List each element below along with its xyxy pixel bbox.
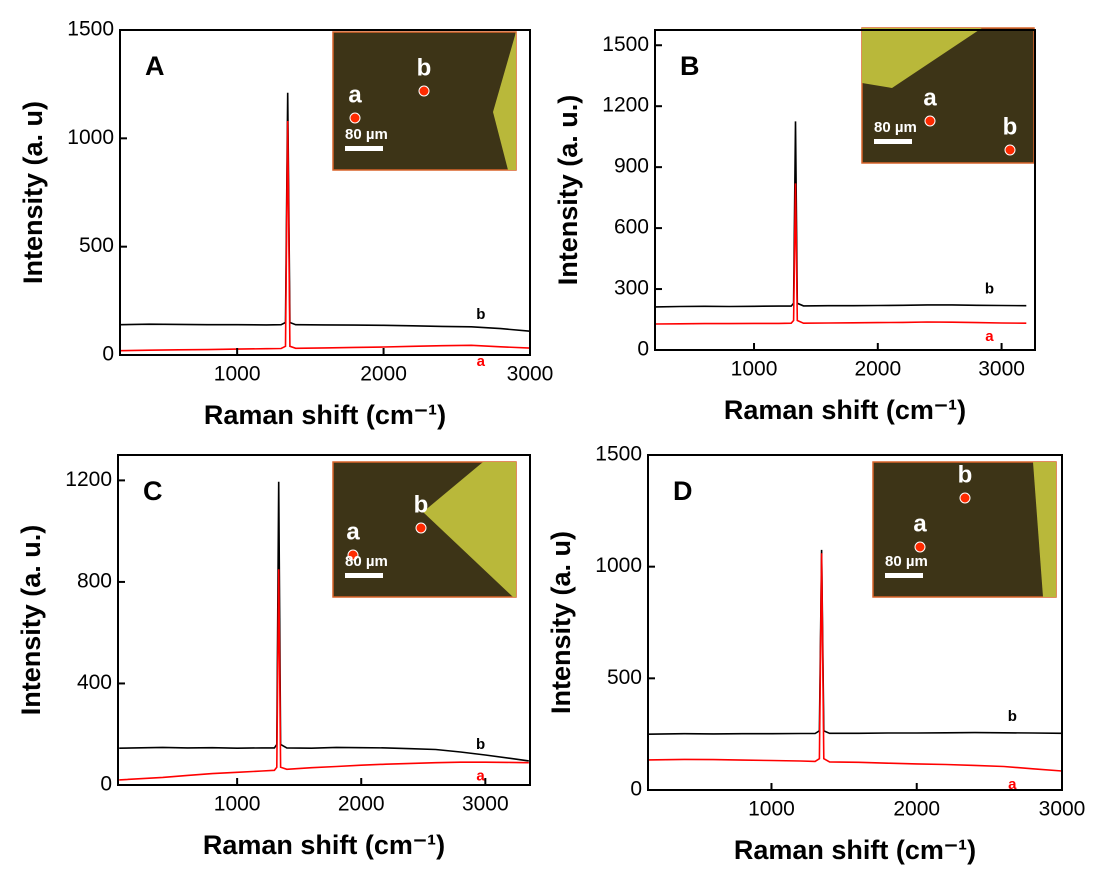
spectrum-line	[119, 120, 531, 352]
scale-bar-label: 80 µm	[885, 553, 928, 570]
y-tick-label: 400	[77, 671, 112, 694]
x-tick-label: 3000	[1039, 798, 1086, 821]
y-tick-label: 0	[100, 773, 112, 796]
inset-point	[349, 112, 361, 124]
x-tick-label: 3000	[507, 363, 554, 386]
spectrum-line	[654, 183, 1027, 325]
x-axis-label: Raman shift (cm⁻¹)	[724, 395, 966, 425]
inset-point-label: a	[913, 510, 927, 537]
y-tick-label: 500	[79, 234, 114, 257]
spectrum-line	[654, 121, 1027, 308]
scale-bar	[345, 573, 383, 578]
inset-bright-region	[423, 462, 516, 597]
x-tick-label: 1000	[214, 793, 261, 816]
scale-bar-label: 80 µm	[345, 126, 388, 143]
y-tick-label: 0	[102, 343, 114, 366]
x-axis-label: Raman shift (cm⁻¹)	[734, 835, 976, 865]
series-label: a	[477, 353, 486, 370]
inset-point	[959, 492, 971, 504]
x-tick-label: 2000	[360, 363, 407, 386]
y-tick-label: 1200	[65, 468, 112, 491]
x-tick-label: 1000	[731, 358, 778, 381]
spectrum-line	[119, 569, 529, 781]
y-tick-label: 0	[630, 778, 642, 801]
inset-point-label: b	[1003, 113, 1018, 140]
y-tick-label: 500	[607, 666, 642, 689]
series-label: b	[476, 736, 485, 753]
plot-frame	[647, 454, 1063, 791]
panel-label: A	[145, 51, 165, 81]
x-tick-label: 2000	[338, 793, 385, 816]
y-tick-label: 1000	[67, 126, 114, 149]
series-label: a	[476, 768, 485, 785]
panel-label: B	[680, 51, 700, 81]
x-tick-label: 2000	[893, 798, 940, 821]
series-label: b	[476, 306, 485, 323]
y-tick-label: 1500	[67, 18, 114, 41]
y-axis-label: Intensity (a. u.)	[553, 95, 583, 286]
y-tick-label: 1000	[595, 554, 642, 577]
x-tick-label: 3000	[462, 793, 509, 816]
spectrum-line	[119, 481, 529, 762]
series-label: b	[985, 281, 994, 298]
inset-point-label: a	[346, 518, 360, 545]
x-tick-label: 1000	[748, 798, 795, 821]
x-tick-label: 1000	[214, 363, 261, 386]
scale-bar	[874, 139, 912, 144]
inset-point-label: a	[348, 81, 362, 108]
panel: a b 80 µm b a 1000 2000 3000 0 500 1000 1500 A Raman …	[18, 18, 553, 431]
y-tick-label: 900	[614, 155, 649, 178]
panel: a b 80 µm b a 1000 2000 3000 0 300 600 900 1200 1500 B…	[553, 27, 1036, 425]
plot-frame	[117, 454, 531, 786]
y-tick-label: 300	[614, 277, 649, 300]
x-tick-label: 2000	[854, 358, 901, 381]
x-axis-label: Raman shift (cm⁻¹)	[204, 400, 446, 430]
y-tick-label: 1200	[602, 94, 649, 117]
y-axis-label: Intensity (a. u)	[546, 531, 576, 714]
y-tick-label: 1500	[602, 33, 649, 56]
inset-bright-region	[1033, 462, 1056, 597]
y-axis-label: Intensity (a. u)	[18, 101, 48, 284]
y-tick-label: 0	[637, 338, 649, 361]
inset-point	[347, 549, 359, 561]
panel-label: C	[143, 476, 163, 506]
inset-point-label: a	[923, 84, 937, 111]
y-tick-label: 1500	[595, 443, 642, 466]
inset-point	[924, 115, 936, 127]
series-label: b	[1008, 708, 1017, 725]
scale-bar-label: 80 µm	[345, 553, 388, 570]
inset-point	[415, 522, 427, 534]
inset-point	[1004, 144, 1016, 156]
inset-bright-region	[493, 32, 516, 170]
plot-frame	[654, 29, 1036, 351]
scale-bar	[885, 573, 923, 578]
inset-point	[914, 541, 926, 553]
inset-point-label: b	[417, 54, 432, 81]
scale-bar	[345, 146, 383, 151]
x-axis-label: Raman shift (cm⁻¹)	[203, 830, 445, 860]
series-label: a	[1008, 776, 1017, 793]
panel: a b 80 µm b a 1000 2000 3000 0 500 1000 1500 D Raman …	[546, 443, 1085, 866]
y-tick-label: 600	[614, 216, 649, 239]
x-tick-label: 3000	[978, 358, 1025, 381]
y-axis-label: Intensity (a. u.)	[16, 525, 46, 716]
y-tick-label: 800	[77, 569, 112, 592]
inset-point-label: b	[958, 461, 973, 488]
inset-point-label: b	[414, 491, 429, 518]
panel-label: D	[673, 476, 693, 506]
inset-point	[418, 85, 430, 97]
inset-bright-region	[862, 28, 982, 88]
spectrum-line	[647, 553, 1063, 772]
series-label: a	[985, 328, 994, 345]
plot-frame	[119, 29, 531, 356]
scale-bar-label: 80 µm	[874, 119, 917, 136]
